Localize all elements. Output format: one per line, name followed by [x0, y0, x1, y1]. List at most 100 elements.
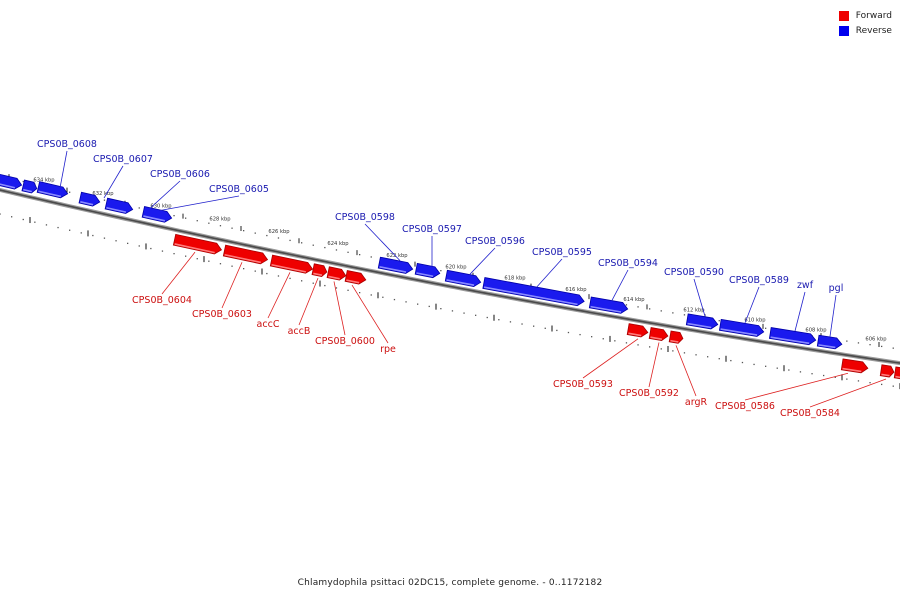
ruler-dot	[846, 340, 848, 342]
ruler-dot	[614, 340, 616, 342]
gene-highlight	[650, 336, 662, 340]
gene-cps0b-0586[interactable]	[840, 358, 869, 374]
gene-highlight	[271, 263, 307, 273]
gene-cps0b-0593[interactable]	[626, 323, 649, 338]
gene-highlight	[881, 373, 890, 377]
gene-forward-unlabeled[interactable]	[893, 366, 900, 380]
gene-label-connector	[221, 262, 243, 309]
gene-body	[141, 206, 173, 223]
gene-cps0b-0604[interactable]	[172, 233, 223, 255]
ruler-dot	[799, 371, 802, 373]
ruler-dot	[869, 344, 871, 346]
upper-major-ticks	[8, 174, 880, 347]
gene-cps0b-0590[interactable]	[685, 313, 719, 330]
gene-reverse-unlabeled[interactable]	[0, 172, 23, 190]
ruler-dot	[544, 327, 546, 329]
gene-cps0b-0592[interactable]	[648, 327, 669, 342]
gene-highlight	[346, 279, 360, 284]
gene-accc[interactable]	[269, 254, 314, 274]
ruler-dot	[335, 287, 338, 289]
ruler-dot	[846, 378, 848, 380]
gene-cps0b-0607[interactable]	[104, 197, 134, 215]
gene-body	[377, 256, 414, 274]
kbp-tick-label: 620 kbp	[445, 265, 467, 271]
ruler-dot	[683, 352, 686, 354]
ruler-dot	[892, 385, 894, 387]
gene-label-connector	[675, 345, 697, 397]
gene-cps0b-0608[interactable]	[36, 181, 69, 199]
gene-cps0b-0596[interactable]	[444, 269, 482, 287]
gene-highlight	[628, 332, 642, 337]
gene-cps0b-0594[interactable]	[588, 296, 629, 314]
ruler-dot	[892, 347, 894, 349]
ruler-dot	[196, 258, 198, 260]
ruler-dot	[22, 180, 24, 183]
figure-caption: Chlamydophila psittaci 02DC15, complete …	[297, 578, 603, 588]
gene-reverse-unlabeled[interactable]	[21, 179, 38, 194]
ruler-dot	[243, 230, 245, 232]
ruler-dot	[811, 373, 813, 375]
ruler-dot	[208, 222, 210, 224]
lower-major-ticks	[29, 217, 900, 390]
ruler-dot	[69, 229, 71, 231]
ruler-dot	[649, 346, 651, 348]
gene-body	[588, 296, 629, 314]
gene-highlight	[106, 206, 127, 213]
ruler-dot	[324, 246, 326, 249]
gene-body	[685, 313, 719, 330]
gene-argr[interactable]	[668, 330, 684, 344]
legend-reverse-label: Reverse	[855, 25, 892, 36]
ruler-dot	[277, 275, 280, 277]
gene-cps0b-0600[interactable]	[326, 266, 347, 281]
gene-accb[interactable]	[311, 263, 328, 278]
gene-highlight	[720, 328, 758, 336]
gene-label-connector	[829, 294, 837, 337]
gene-body	[816, 334, 843, 350]
ruler-dot	[486, 316, 488, 319]
gene-pgl[interactable]	[816, 334, 843, 350]
gene-label-connector	[364, 223, 401, 261]
ruler-dot	[556, 329, 558, 332]
gene-zwf[interactable]	[768, 327, 817, 346]
ruler-dot	[289, 277, 291, 280]
gene-label-pgl: pgl	[829, 283, 844, 294]
ruler-dot	[161, 250, 164, 252]
ruler-dot	[776, 367, 778, 369]
ruler-dot	[660, 310, 662, 312]
gene-cps0b-0598[interactable]	[377, 256, 414, 274]
gene-label-connector	[59, 150, 68, 189]
gene-label-cps0b-0589: CPS0B_0589	[729, 275, 789, 286]
gene-cps0b-0597[interactable]	[414, 262, 441, 279]
ruler-dot	[301, 242, 303, 244]
kbp-tick-label: 624 kbp	[327, 241, 349, 247]
gene-cps0b-0584[interactable]	[879, 364, 895, 378]
gene-label-connector	[809, 378, 887, 408]
ruler-dot	[672, 312, 674, 314]
gene-cps0b-0595[interactable]	[482, 277, 585, 307]
gene-body	[768, 327, 817, 346]
ruler-dot	[857, 342, 860, 344]
ruler-dot	[22, 218, 24, 221]
ruler-dot	[672, 350, 674, 352]
ruler-dot	[591, 336, 593, 338]
gene-label-connector	[648, 342, 660, 388]
backbone	[0, 187, 900, 366]
gene-body	[269, 254, 314, 274]
gene-highlight	[818, 344, 836, 349]
ruler-dot	[69, 191, 71, 193]
gene-reverse-unlabeled[interactable]	[78, 191, 101, 207]
gene-label-connector	[794, 291, 806, 332]
ruler-dot	[857, 380, 860, 382]
gene-cps0b-0589[interactable]	[718, 318, 765, 337]
gene-highlight	[483, 286, 578, 306]
gene-label-cps0b-0586: CPS0B_0586	[715, 401, 775, 412]
gene-label-cps0b-0593: CPS0B_0593	[553, 379, 613, 390]
ruler-dot	[660, 348, 662, 350]
ruler-dot	[567, 331, 570, 334]
forward-swatch	[838, 10, 849, 21]
gene-cps0b-0603[interactable]	[222, 244, 269, 265]
gene-rpe[interactable]	[344, 270, 367, 286]
gene-cps0b-0606[interactable]	[141, 206, 173, 224]
ruler-dot	[765, 365, 767, 367]
